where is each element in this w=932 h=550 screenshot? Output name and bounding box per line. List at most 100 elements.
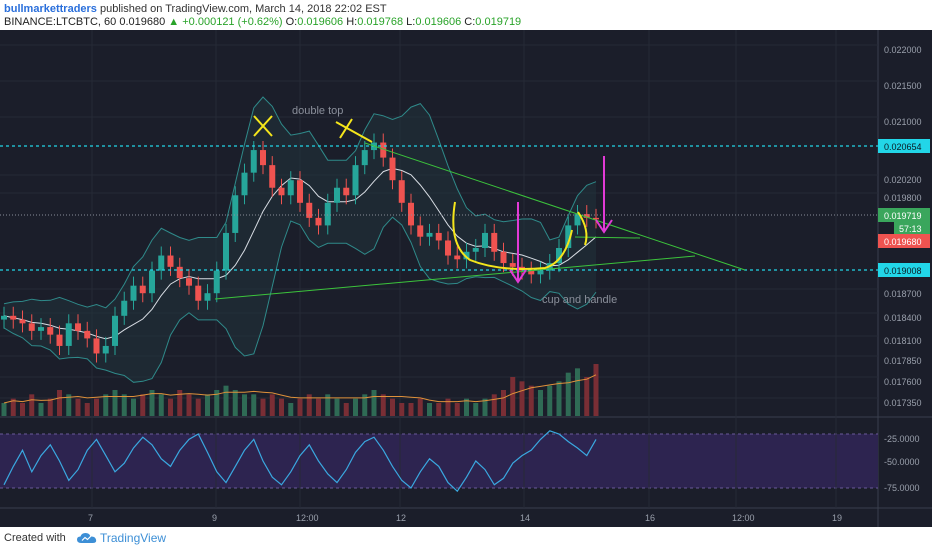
volume-bar (390, 398, 395, 416)
time-tick: 12 (396, 513, 406, 523)
volume-bar (94, 398, 99, 416)
volume-bar (371, 390, 377, 416)
candle-body (417, 225, 424, 237)
volume-bar (38, 403, 44, 416)
candle-body (84, 330, 91, 339)
candle-body (139, 285, 146, 294)
candle-body (334, 187, 340, 203)
candle-body (47, 327, 54, 335)
candle-body (380, 142, 387, 158)
volume-bar (556, 381, 562, 416)
price-tick: 0.017850 (884, 356, 922, 366)
resistance-price-text: 0.020654 (884, 142, 922, 152)
candle-body (352, 165, 359, 196)
candle-body (315, 217, 322, 226)
candle-body (593, 217, 599, 220)
volume-bar (223, 385, 229, 416)
chart-area[interactable]: double top cup and handle 0.022000 0.021… (0, 30, 932, 527)
candle-body (537, 270, 544, 275)
time-tick: 12:00 (732, 513, 755, 523)
volume-bar (121, 394, 127, 416)
candle-body (297, 180, 303, 203)
volume-bar (473, 403, 479, 416)
handle-curve (577, 211, 588, 246)
timer-tag (894, 222, 930, 234)
candle-body (167, 255, 174, 267)
volume-bar (464, 398, 469, 416)
tradingview-cloud-icon[interactable] (76, 531, 98, 545)
close-price-text: 0.019719 (884, 211, 922, 221)
price-change: +0.000121 (+0.62%) (182, 16, 283, 28)
candle-body (93, 338, 100, 354)
volume-bar (454, 403, 460, 416)
candle-body (574, 214, 581, 226)
volume-bar (334, 398, 340, 416)
candle-body (509, 263, 516, 267)
candle-body (278, 187, 285, 196)
candle-body (361, 150, 368, 166)
price-tick: 0.018400 (884, 313, 922, 323)
candle-body (583, 214, 590, 218)
double-top-label: double top (292, 105, 343, 117)
volume-bar (593, 364, 599, 416)
osc-tick: -25.0000 (884, 434, 920, 444)
support-price-text: 0.019008 (884, 266, 922, 276)
volume-bar (380, 394, 386, 416)
candle-body (223, 232, 229, 271)
volume-bar (10, 398, 16, 416)
ascending-trendline[interactable] (214, 255, 696, 300)
volume-bar (427, 403, 432, 416)
candle-body (463, 251, 470, 260)
last-price-text: 0.019680 (884, 237, 922, 247)
oscillator-line (3, 430, 597, 493)
volume-bar (269, 394, 275, 416)
osc-tick: -75.0000 (884, 483, 920, 493)
candle-body (435, 232, 442, 241)
volume-bar (242, 394, 247, 416)
volume-bar (538, 390, 543, 416)
close-price-tag (878, 208, 930, 222)
time-tick: 12:00 (296, 513, 319, 523)
close-label: C: (464, 16, 476, 28)
open-value: 0.019606 (297, 16, 344, 28)
volume-bar (168, 398, 173, 416)
candle-body (565, 225, 572, 249)
arrow-left-head (509, 269, 527, 284)
support-price-tag (878, 263, 930, 277)
descending-trendline[interactable] (364, 142, 746, 271)
cross-mark-2 (335, 121, 373, 143)
candle-body (250, 150, 257, 173)
resistance-price-tag (878, 139, 930, 153)
open-label: O: (285, 16, 298, 28)
osc-tick: -50.0000 (884, 457, 920, 467)
volume-bar (408, 403, 414, 416)
volume-bar (260, 398, 266, 416)
volume-bar (47, 398, 53, 416)
oscillator-band (0, 434, 878, 488)
volume-bar (584, 377, 590, 416)
candle-body (454, 255, 461, 260)
created-with-label: Created with (4, 532, 66, 544)
oscillator-axis-labels: -25.0000 -50.0000 -75.0000 (884, 434, 920, 493)
candle-body (102, 345, 109, 354)
author-name[interactable]: bullmarkettraders (4, 3, 97, 15)
upper-band (3, 96, 597, 309)
volume-bar (251, 394, 257, 416)
high-label: H: (346, 16, 358, 28)
last-price: 0.019680 (119, 16, 166, 28)
price-tick: 0.018100 (884, 336, 922, 346)
candle-body (149, 270, 155, 294)
price-tick: 0.021000 (884, 117, 922, 127)
candle-body (65, 323, 72, 346)
time-tick: 7 (88, 513, 93, 523)
volume-bar (519, 381, 525, 416)
volume-bar (131, 398, 136, 416)
cup-handle-label: cup and handle (542, 294, 617, 306)
tradingview-brand-link[interactable]: TradingView (100, 531, 167, 545)
volume-bar (279, 398, 284, 416)
price-chart-svg[interactable]: double top cup and handle 0.022000 0.021… (0, 30, 932, 527)
price-axis-labels: 0.022000 0.021500 0.021000 0.020200 0.01… (884, 45, 922, 408)
publish-info: published on TradingView.com, March 14, … (100, 3, 387, 15)
volume-bar (306, 394, 312, 416)
candle-body (130, 285, 137, 301)
